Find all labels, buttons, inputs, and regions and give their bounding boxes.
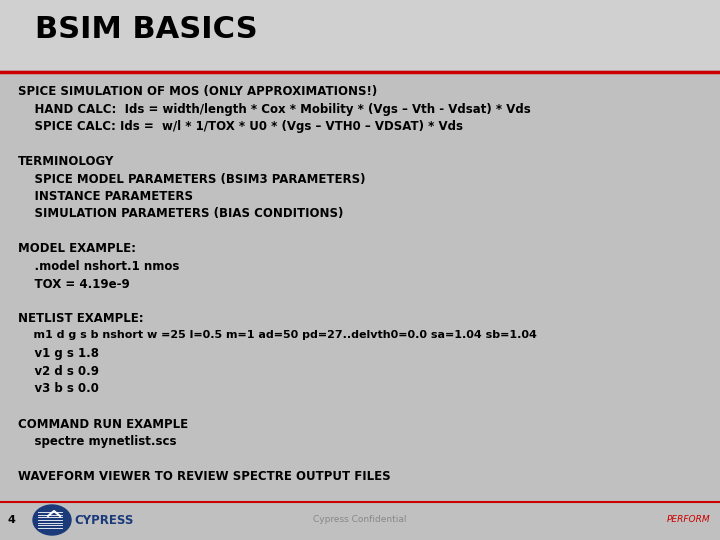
Ellipse shape <box>33 505 71 535</box>
Text: CYPRESS: CYPRESS <box>74 514 133 526</box>
Text: SPICE CALC: Ids =  w/l * 1/TOX * U0 * (Vgs – VTH0 – VDSAT) * Vds: SPICE CALC: Ids = w/l * 1/TOX * U0 * (Vg… <box>18 120 463 133</box>
Text: NETLIST EXAMPLE:: NETLIST EXAMPLE: <box>18 313 143 326</box>
Text: Cypress Confidential: Cypress Confidential <box>313 516 407 524</box>
Text: MODEL EXAMPLE:: MODEL EXAMPLE: <box>18 242 136 255</box>
Text: 4: 4 <box>8 515 16 525</box>
Text: BSIM BASICS: BSIM BASICS <box>35 16 258 44</box>
Text: m1 d g s b nshort w =25 l=0.5 m=1 ad=50 pd=27..delvth0=0.0 sa=1.04 sb=1.04: m1 d g s b nshort w =25 l=0.5 m=1 ad=50 … <box>18 330 537 340</box>
Text: SIMULATION PARAMETERS (BIAS CONDITIONS): SIMULATION PARAMETERS (BIAS CONDITIONS) <box>18 207 343 220</box>
Text: v3 b s 0.0: v3 b s 0.0 <box>18 382 99 395</box>
Text: HAND CALC:  Ids = width/length * Cox * Mobility * (Vgs – Vth - Vdsat) * Vds: HAND CALC: Ids = width/length * Cox * Mo… <box>18 103 531 116</box>
Text: PERFORM: PERFORM <box>667 516 710 524</box>
Text: v1 g s 1.8: v1 g s 1.8 <box>18 348 99 361</box>
Text: .model nshort.1 nmos: .model nshort.1 nmos <box>18 260 179 273</box>
Text: TERMINOLOGY: TERMINOLOGY <box>18 155 114 168</box>
Text: COMMAND RUN EXAMPLE: COMMAND RUN EXAMPLE <box>18 417 188 430</box>
Text: WAVEFORM VIEWER TO REVIEW SPECTRE OUTPUT FILES: WAVEFORM VIEWER TO REVIEW SPECTRE OUTPUT… <box>18 470 391 483</box>
Bar <box>0 0 720 70</box>
Text: spectre mynetlist.scs: spectre mynetlist.scs <box>18 435 176 448</box>
Text: INSTANCE PARAMETERS: INSTANCE PARAMETERS <box>18 190 193 203</box>
Text: v2 d s 0.9: v2 d s 0.9 <box>18 365 99 378</box>
Text: SPICE MODEL PARAMETERS (BSIM3 PARAMETERS): SPICE MODEL PARAMETERS (BSIM3 PARAMETERS… <box>18 172 366 186</box>
Text: SPICE SIMULATION OF MOS (ONLY APPROXIMATIONS!): SPICE SIMULATION OF MOS (ONLY APPROXIMAT… <box>18 85 377 98</box>
Text: TOX = 4.19e-9: TOX = 4.19e-9 <box>18 278 130 291</box>
